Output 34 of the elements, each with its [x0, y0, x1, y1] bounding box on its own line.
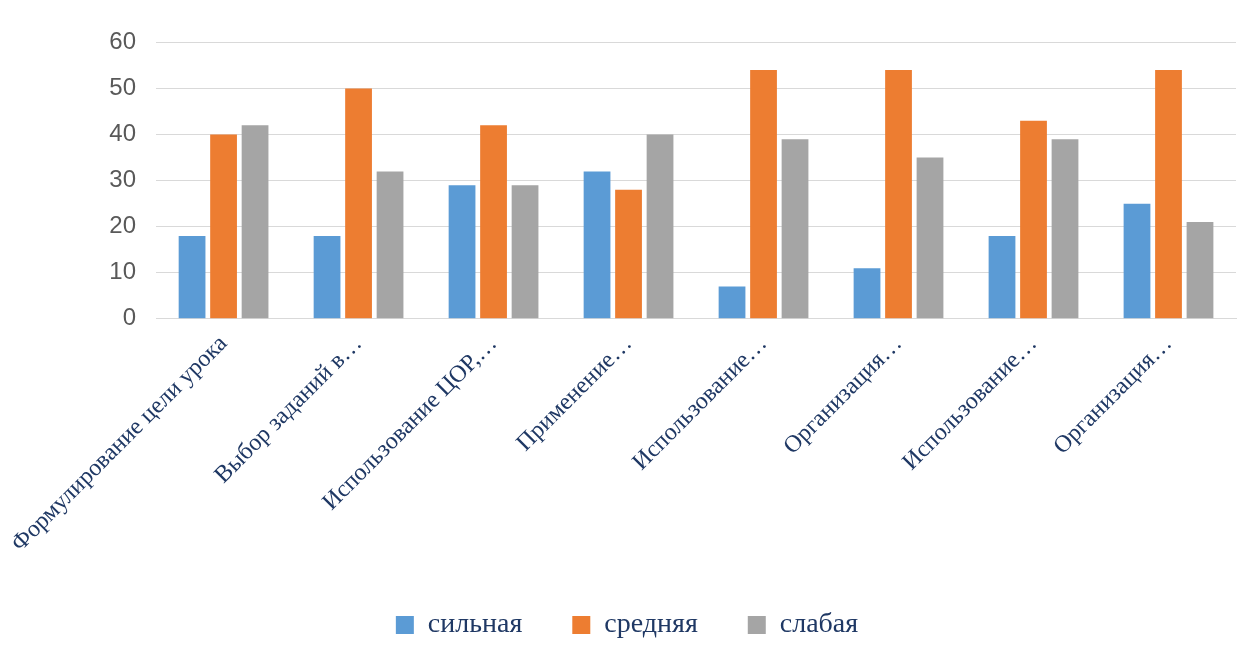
- bar: [1186, 222, 1214, 319]
- bar: [718, 286, 746, 319]
- bar: [241, 125, 269, 319]
- bar: [853, 268, 881, 319]
- bar: [1155, 70, 1182, 319]
- bar: [1123, 203, 1151, 319]
- bar: [988, 235, 1016, 319]
- bar: [480, 125, 507, 319]
- bar: [781, 139, 809, 319]
- bar: [615, 189, 642, 319]
- bar: [583, 171, 611, 319]
- y-tick-label: 10: [109, 257, 137, 285]
- bar: [448, 185, 476, 319]
- legend-label: средняя: [604, 607, 698, 639]
- bar: [1051, 139, 1079, 319]
- y-tick-label: 50: [109, 73, 137, 101]
- bar: [345, 88, 372, 319]
- y-tick-label: 40: [109, 119, 137, 147]
- bar: [885, 70, 912, 319]
- legend-label: сильная: [427, 607, 523, 639]
- bar: [916, 157, 944, 319]
- y-tick-label: 0: [122, 303, 137, 331]
- bar: [178, 235, 206, 319]
- bar: [750, 70, 777, 319]
- y-tick-label: 60: [109, 27, 137, 55]
- bar: [511, 185, 539, 319]
- bar: [1020, 120, 1047, 319]
- bar: [210, 134, 237, 319]
- bar: [376, 171, 404, 319]
- bar: [313, 235, 341, 319]
- legend-label: слабая: [779, 607, 859, 639]
- y-tick-label: 20: [109, 211, 137, 239]
- bar: [646, 134, 674, 319]
- y-tick-label: 30: [109, 165, 137, 193]
